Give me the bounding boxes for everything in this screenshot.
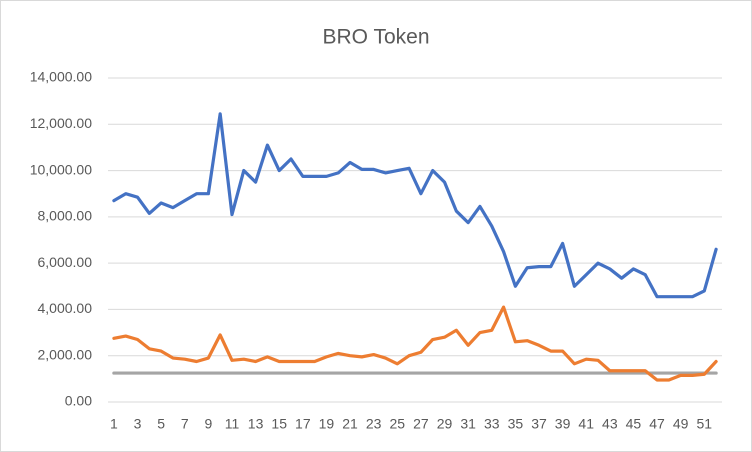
x-tick-label: 5	[157, 416, 165, 432]
x-tick-label: 19	[319, 416, 335, 432]
x-tick-label: 29	[437, 416, 453, 432]
x-tick-label: 35	[508, 416, 524, 432]
x-tick-label: 7	[181, 416, 189, 432]
x-tick-label: 15	[271, 416, 287, 432]
x-tick-label: 37	[531, 416, 547, 432]
y-tick-label: 6,000.00	[38, 254, 93, 270]
y-tick-label: 4,000.00	[38, 300, 93, 316]
x-tick-label: 21	[342, 416, 358, 432]
x-tick-label: 39	[555, 416, 571, 432]
y-tick-label: 8,000.00	[38, 208, 93, 224]
x-tick-label: 17	[295, 416, 311, 432]
y-tick-label: 14,000.00	[30, 69, 92, 85]
x-tick-label: 11	[225, 416, 240, 432]
x-tick-label: 1	[110, 416, 118, 432]
x-tick-label: 49	[673, 416, 689, 432]
series-line	[112, 112, 718, 299]
y-tick-label: 0.00	[65, 393, 92, 409]
x-tick-label: 51	[696, 416, 712, 432]
y-tick-label: 2,000.00	[38, 346, 93, 362]
x-tick-label: 45	[626, 416, 642, 432]
x-tick-label: 27	[413, 416, 429, 432]
chart-title: BRO Token	[323, 26, 430, 49]
x-tick-label: 41	[578, 416, 594, 432]
y-tick-label: 12,000.00	[30, 115, 92, 131]
x-tick-label: 43	[602, 416, 618, 432]
x-tick-label: 23	[366, 416, 382, 432]
x-tick-label: 9	[204, 416, 212, 432]
x-tick-label: 25	[389, 416, 405, 432]
series-line	[112, 305, 718, 382]
x-tick-label: 13	[248, 416, 264, 432]
x-tick-label: 3	[134, 416, 142, 432]
x-tick-label: 33	[484, 416, 500, 432]
x-tick-label: 31	[460, 416, 476, 432]
x-tick-label: 47	[649, 416, 665, 432]
y-tick-label: 10,000.00	[30, 161, 92, 177]
